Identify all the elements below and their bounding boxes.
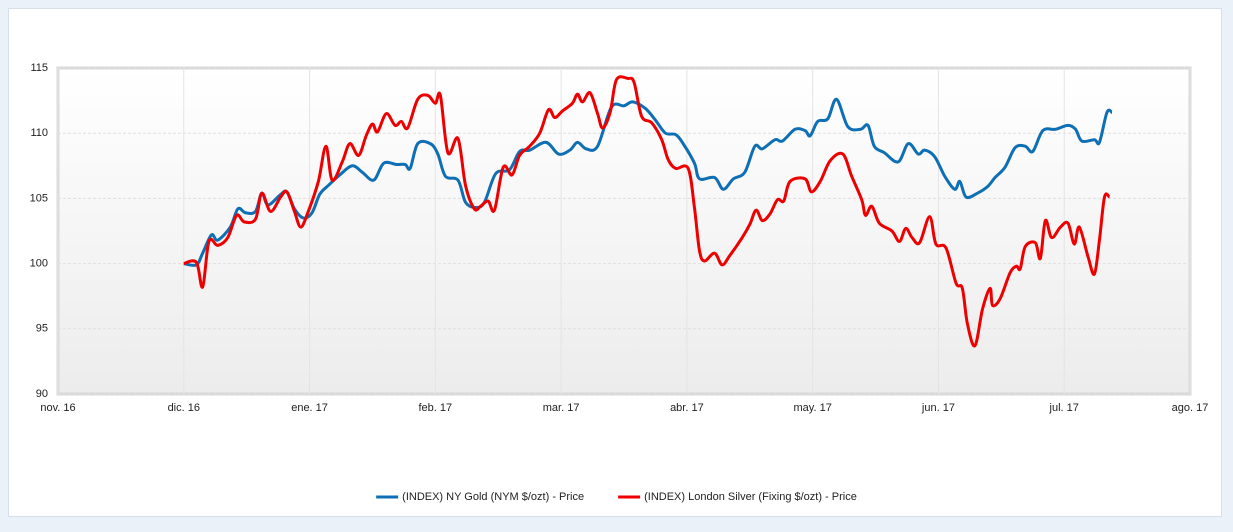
plot-area	[56, 66, 1192, 396]
series-line	[183, 97, 1113, 267]
x-tick-label: abr. 17	[670, 402, 704, 414]
legend-label: (INDEX) NY Gold (NYM $/ozt) - Price	[402, 491, 584, 503]
y-tick-label: 110	[30, 127, 48, 139]
y-tick-label: 90	[36, 388, 48, 400]
y-tick-label: 105	[30, 192, 48, 204]
series-line	[183, 75, 1111, 348]
legend-label: (INDEX) London Silver (Fixing $/ozt) - P…	[644, 491, 857, 503]
x-tick-label: may. 17	[794, 402, 832, 414]
y-tick-label: 115	[30, 62, 48, 74]
x-tick-label: ene. 17	[291, 402, 328, 414]
y-tick-label: 95	[36, 323, 48, 335]
y-tick-label: 100	[30, 258, 48, 270]
x-tick-label: jun. 17	[921, 402, 955, 414]
x-tick-label: mar. 17	[543, 402, 580, 414]
x-tick-label: nov. 16	[40, 402, 75, 414]
x-tick-label: feb. 17	[419, 402, 453, 414]
x-tick-label: ago. 17	[1172, 402, 1209, 414]
x-tick-label: jul. 17	[1049, 402, 1079, 414]
x-tick-label: dic. 16	[168, 402, 200, 414]
